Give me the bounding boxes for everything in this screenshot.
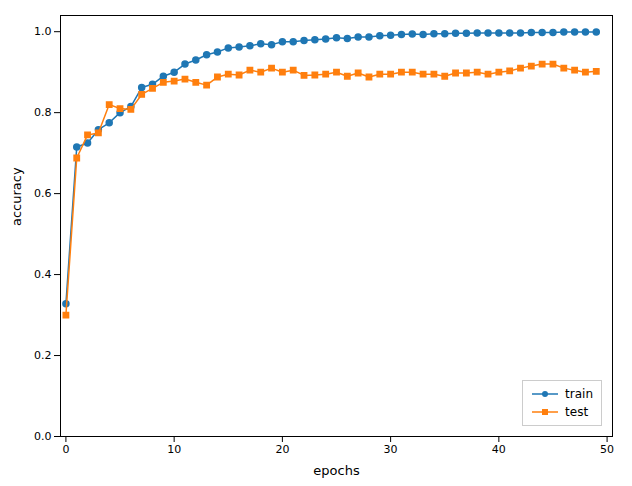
html-text:test: test: [565, 405, 589, 419]
svg-text:0.4: 0.4: [34, 268, 52, 281]
svg-text:0.8: 0.8: [34, 106, 52, 119]
html-text:train: train: [565, 387, 593, 401]
svg-text:20: 20: [275, 443, 289, 456]
svg-text:10: 10: [167, 443, 181, 456]
svg-text:epochs: epochs: [313, 463, 360, 478]
svg-text:30: 30: [384, 443, 398, 456]
svg-text:50: 50: [600, 443, 614, 456]
svg-text:0.6: 0.6: [34, 187, 52, 200]
svg-text:0.2: 0.2: [34, 349, 52, 362]
svg-text:0: 0: [62, 443, 69, 456]
svg-text:1.0: 1.0: [34, 25, 52, 38]
svg-text:accuracy: accuracy: [9, 167, 24, 226]
svg-text:0.0: 0.0: [34, 430, 52, 443]
svg-text:40: 40: [492, 443, 506, 456]
